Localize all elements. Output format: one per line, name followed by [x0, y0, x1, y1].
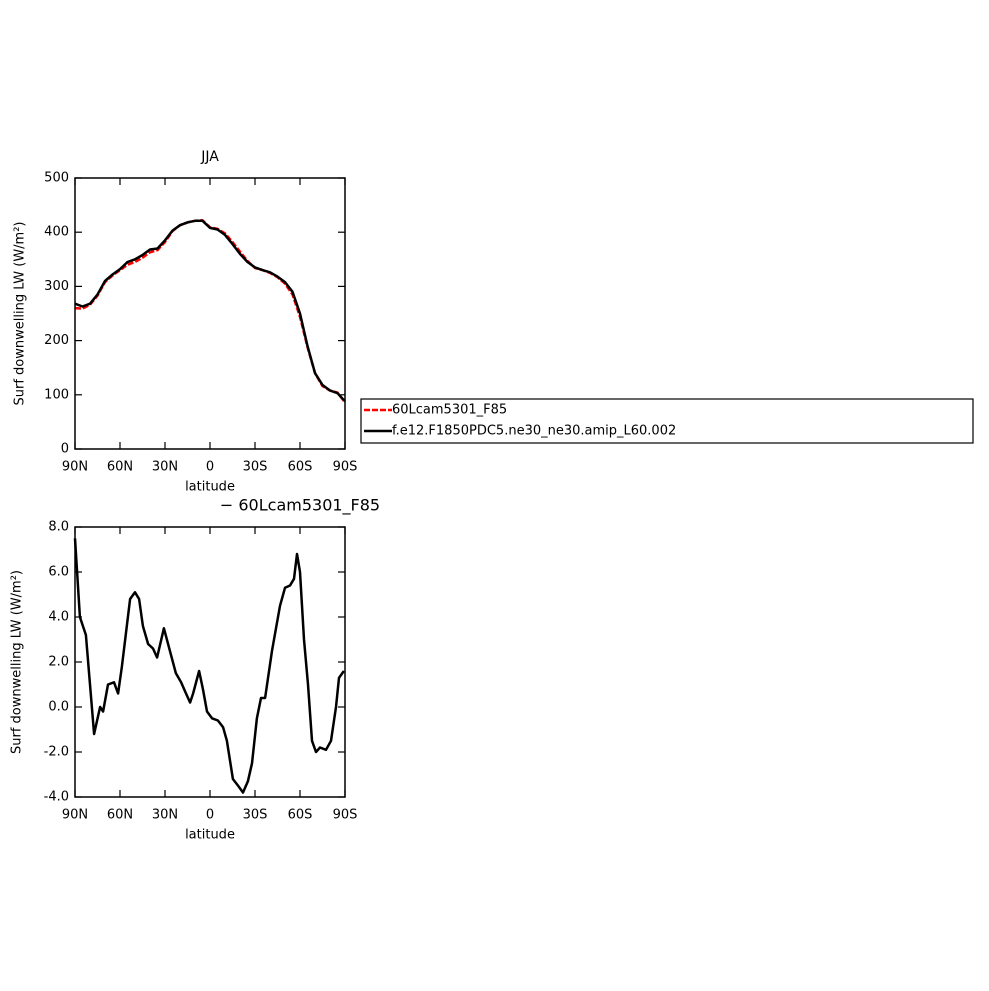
plot-frame — [74, 177, 346, 450]
x-tick-label: 60N — [107, 808, 133, 823]
x-tick-label: 30N — [152, 808, 178, 823]
chart-title: − 60Lcam5301_F85 — [220, 496, 380, 516]
legend-label: f.e12.F1850PDC5.ne30_ne30.amip_L60.002 — [392, 424, 676, 439]
x-tick-label: 0 — [206, 808, 214, 823]
y-tick-label: 400 — [44, 225, 69, 240]
x-axis-label: latitude — [185, 828, 235, 843]
x-tick-label: 90N — [62, 460, 88, 475]
y-tick-label: 0.0 — [48, 700, 69, 715]
x-tick-label: 90N — [62, 808, 88, 823]
y-tick-label: 300 — [44, 279, 69, 294]
y-tick-label: 100 — [44, 387, 69, 402]
x-tick-label: 60S — [288, 460, 313, 475]
y-tick-label: 4.0 — [48, 610, 69, 625]
y-tick-label: 8.0 — [48, 520, 69, 535]
data-line — [74, 219, 346, 404]
y-tick-label: 200 — [44, 333, 69, 348]
y-tick-label: 2.0 — [48, 655, 69, 670]
x-tick-label: 90S — [333, 808, 358, 823]
y-tick-label: 6.0 — [48, 565, 69, 580]
x-tick-label: 60N — [107, 460, 133, 475]
x-tick-label: 30S — [243, 808, 268, 823]
legend-box — [360, 398, 974, 444]
x-tick-label: 30S — [243, 460, 268, 475]
x-tick-label: 60S — [288, 808, 313, 823]
y-tick-label: 0 — [61, 442, 69, 457]
plot-frame — [74, 526, 346, 798]
y-axis-label: Surf downwelling LW (W/m²) — [13, 222, 28, 406]
x-tick-label: 0 — [206, 460, 214, 475]
legend: 60Lcam5301_F85 f.e12.F1850PDC5.ne30_ne30.… — [360, 398, 974, 444]
x-tick-label: 90S — [333, 460, 358, 475]
chart-title: JJA — [200, 149, 219, 165]
x-axis-label: latitude — [185, 480, 235, 495]
y-tick-label: 500 — [44, 171, 69, 186]
y-tick-label: -4.0 — [44, 790, 69, 805]
legend-label: 60Lcam5301_F85 — [392, 403, 507, 418]
y-tick-label: -2.0 — [44, 745, 69, 760]
data-line — [74, 219, 346, 403]
x-tick-label: 30N — [152, 460, 178, 475]
data-line — [73, 538, 345, 794]
y-axis-label: Surf downwelling LW (W/m²) — [10, 570, 25, 754]
